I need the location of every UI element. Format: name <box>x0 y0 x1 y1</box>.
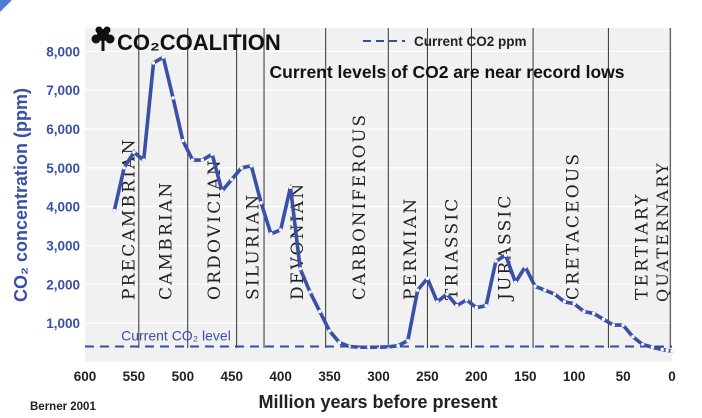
period-label: QUATERNARY <box>653 161 672 302</box>
period-label: PERMIAN <box>401 197 421 300</box>
data-point <box>181 138 185 143</box>
data-point <box>161 55 165 59</box>
x-tick-label: 450 <box>220 369 243 384</box>
data-point <box>122 166 126 170</box>
data-point <box>415 288 420 292</box>
current-level-annotation: Current CO₂ level <box>121 327 231 343</box>
period-label: ORDOVICIAN <box>205 158 225 300</box>
data-point <box>611 323 615 327</box>
x-tick-label: 350 <box>318 369 341 384</box>
data-point <box>513 280 518 285</box>
y-tick-label: 7,000 <box>46 83 80 98</box>
y-tick-label: 1,000 <box>46 316 80 331</box>
data-point <box>523 265 527 269</box>
data-point <box>562 300 567 304</box>
y-tick-label: 4,000 <box>46 200 80 215</box>
x-axis-label: Million years before present <box>258 392 497 412</box>
data-point <box>621 323 625 327</box>
data-point <box>455 303 459 308</box>
data-point <box>308 290 312 294</box>
data-point <box>288 185 293 189</box>
y-tick-label: 6,000 <box>46 122 80 137</box>
x-tick-label: 550 <box>123 369 146 384</box>
data-point <box>660 347 664 352</box>
x-tick-label: 50 <box>616 369 631 384</box>
data-point <box>239 166 244 170</box>
x-tick-label: 150 <box>514 369 537 384</box>
data-point <box>592 311 596 316</box>
data-point <box>640 342 645 347</box>
tree-icon <box>91 26 115 51</box>
data-point <box>494 259 498 263</box>
data-point <box>601 317 606 321</box>
data-point <box>151 61 156 65</box>
period-label: SILURIAN <box>243 193 263 300</box>
period-label: JURASSIC <box>495 193 515 302</box>
data-point <box>665 348 669 353</box>
data-point <box>503 253 508 257</box>
data-point <box>631 335 635 339</box>
x-tick-label: 200 <box>465 369 488 384</box>
data-point <box>367 345 371 349</box>
x-tick-label: 300 <box>367 369 390 384</box>
data-point <box>278 228 283 232</box>
data-point <box>200 158 205 162</box>
data-point <box>484 303 488 308</box>
data-point <box>572 302 576 306</box>
data-point <box>190 158 195 162</box>
logo-wordmark: CO₂COALITION <box>117 30 281 55</box>
data-point <box>210 152 214 156</box>
data-point <box>650 345 655 349</box>
x-tick-label: 600 <box>74 369 97 384</box>
window-corner-marker <box>0 0 12 12</box>
y-axis-label: CO₂ concentration (ppm) <box>11 88 31 302</box>
data-point <box>670 349 674 353</box>
data-point <box>142 158 146 162</box>
data-point <box>425 276 430 281</box>
data-point <box>552 292 557 296</box>
data-point <box>220 189 224 193</box>
x-tick-label: 0 <box>668 369 676 384</box>
data-point <box>533 284 537 288</box>
data-point <box>474 305 479 310</box>
data-point <box>132 150 136 154</box>
data-point <box>269 232 273 236</box>
data-point <box>435 300 439 304</box>
y-tick-label: 2,000 <box>46 277 80 292</box>
data-point <box>249 164 254 168</box>
x-tick-label: 100 <box>563 369 586 384</box>
period-label: TERTIARY <box>632 192 652 300</box>
data-point <box>318 309 322 314</box>
data-point <box>396 343 400 348</box>
data-point <box>337 340 342 345</box>
y-tick-label: 8,000 <box>46 44 80 59</box>
data-point <box>171 96 175 100</box>
data-point <box>406 338 410 343</box>
legend-label: Current CO2 ppm <box>414 34 527 49</box>
x-tick-label: 400 <box>269 369 292 384</box>
data-point <box>445 292 449 296</box>
chart-title: Current levels of CO2 are near record lo… <box>270 62 625 82</box>
data-point <box>327 329 332 333</box>
data-point <box>112 208 117 213</box>
data-point <box>298 267 302 271</box>
period-label: TRIASSIC <box>442 197 462 300</box>
period-label: PRECAMBRIAN <box>120 137 140 300</box>
source-label: Berner 2001 <box>30 401 96 413</box>
data-point <box>259 201 263 205</box>
period-label: CAMBRIAN <box>156 181 176 300</box>
data-point <box>582 309 586 314</box>
period-label: CRETACEOUS <box>564 152 584 300</box>
x-tick-label: 250 <box>416 369 439 384</box>
data-point <box>464 298 469 302</box>
x-tick-label: 500 <box>172 369 195 384</box>
plot-area <box>85 28 672 362</box>
period-label: CARBONIFEROUS <box>350 113 369 300</box>
y-tick-label: 5,000 <box>46 161 80 176</box>
data-point <box>543 288 547 292</box>
data-point <box>230 177 234 182</box>
y-tick-label: 3,000 <box>46 238 80 253</box>
